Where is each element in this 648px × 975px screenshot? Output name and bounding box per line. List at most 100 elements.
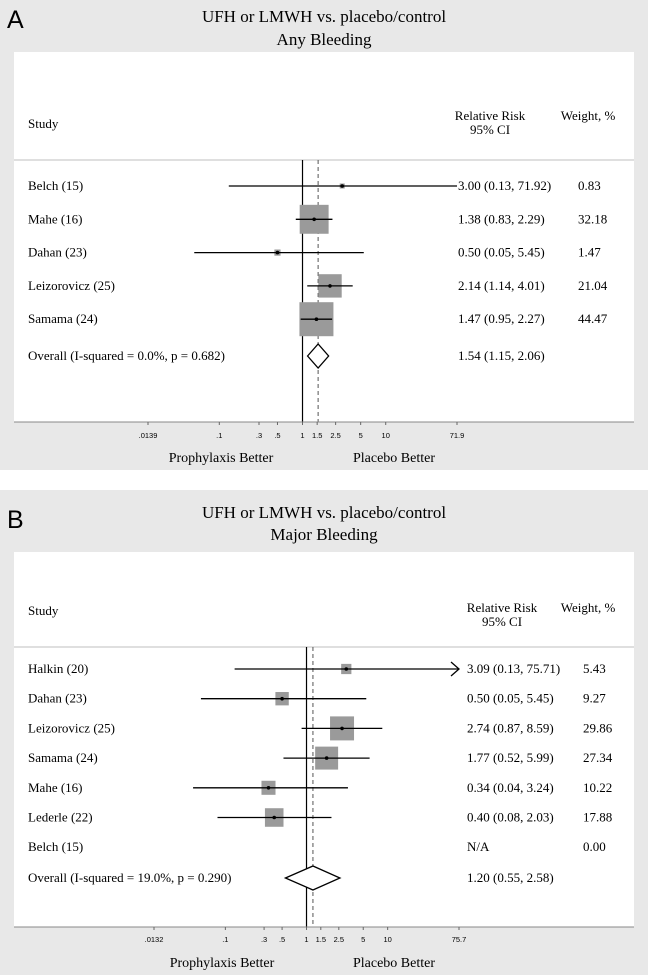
study-weight-text: 21.04 [578,278,608,293]
study-name: Mahe (16) [28,780,83,795]
column-header-weight: Weight, % [561,600,616,615]
study-name: Samama (24) [28,311,98,326]
study-row-mark [228,183,458,189]
x-tick-label: 1 [304,935,308,944]
study-row-mark [301,716,383,741]
study-row-mark [307,274,353,298]
study-name: Leizorovicz (25) [28,278,115,293]
point-estimate [275,250,280,255]
column-header-study: Study [28,116,59,131]
x-tick-label: .0132 [145,935,164,944]
study-row-mark [193,780,348,795]
study-weight-text: 0.83 [578,178,601,193]
plot-area [14,552,634,927]
x-tick-label: .0139 [139,431,158,440]
panel-b: UFH or LMWH vs. placebo/control Major Ble… [0,490,648,975]
study-name: Dahan (23) [28,245,87,260]
column-header-study: Study [28,603,59,618]
x-tick-label: 75.7 [452,935,467,944]
column-header-95ci: 95% CI [482,614,522,629]
x-tick-label: .1 [222,935,228,944]
study-weight-text: 17.88 [583,810,612,825]
x-tick-label: 5 [359,431,363,440]
study-ci-text: 3.09 (0.13, 75.71) [467,661,560,676]
study-weight-text: 29.86 [583,720,613,735]
chart-subtitle: Major Bleeding [270,525,378,544]
study-row-mark [299,302,334,337]
plot-area [14,52,634,422]
x-tick-label: .5 [279,935,285,944]
study-ci-text: 1.38 (0.83, 2.29) [458,211,545,226]
x-tick-label: 10 [383,935,391,944]
forest-plot-a: UFH or LMWH vs. placebo/control Any Bleed… [0,0,648,470]
panel-letter-a: A [7,6,24,34]
study-weight-text: 27.34 [583,750,613,765]
point-estimate [344,667,349,671]
study-row-mark [234,661,460,677]
point-estimate [312,217,316,222]
x-tick-label: .5 [274,431,280,440]
x-tick-label: 5 [361,935,365,944]
study-row-mark [295,204,333,234]
x-tick-label: 2.5 [334,935,344,944]
x-tick-label: 1.5 [312,431,322,440]
ci-arrow [450,661,460,677]
x-tick-label: .1 [216,431,222,440]
chart-title: UFH or LMWH vs. placebo/control [202,7,446,26]
study-ci-text: 3.00 (0.13, 71.92) [458,178,551,193]
study-ci-text: 2.74 (0.87, 8.59) [467,720,554,735]
point-estimate [324,756,329,760]
study-ci-text: 0.40 (0.08, 2.03) [467,810,554,825]
column-header-relative-risk: Relative Risk [467,600,538,615]
overall-ci-text: 1.20 (0.55, 2.58) [467,870,554,885]
study-weight-text: 10.22 [583,780,612,795]
panel-letter-b: B [7,506,24,534]
point-estimate [328,284,332,288]
column-header-relative-risk: Relative Risk [455,108,526,123]
prophylaxis-better-label: Prophylaxis Better [170,956,275,971]
study-ci-text: 0.50 (0.05, 5.45) [458,245,545,260]
x-tick-label: 1 [300,431,304,440]
study-row-mark [283,746,370,770]
placebo-better-label: Placebo Better [353,451,435,466]
study-row-mark [194,249,364,256]
study-weight-text: 9.27 [583,691,606,706]
placebo-better-label: Placebo Better [353,956,435,971]
point-estimate [266,786,271,790]
x-tick-label: 2.5 [330,431,340,440]
study-name: Belch (15) [28,839,83,854]
study-name: Dahan (23) [28,691,87,706]
point-estimate [280,696,284,701]
point-estimate [340,726,344,731]
overall-diamond [283,865,342,891]
study-ci-text: 1.77 (0.52, 5.99) [467,750,554,765]
overall-label: Overall (I-squared = 0.0%, p = 0.682) [28,348,225,363]
study-ci-text: 2.14 (1.14, 4.01) [458,278,545,293]
overall-label: Overall (I-squared = 19.0%, p = 0.290) [28,870,231,885]
study-name: Lederle (22) [28,810,93,825]
chart-title: UFH or LMWH vs. placebo/control [202,503,446,522]
overall-ci-text: 1.54 (1.15, 2.06) [458,348,545,363]
x-tick-label: 1.5 [316,935,326,944]
study-ci-text: 0.50 (0.05, 5.45) [467,691,554,706]
study-row-mark [217,808,332,827]
point-estimate [314,317,319,322]
chart-subtitle: Any Bleeding [277,30,372,49]
panel-a: UFH or LMWH vs. placebo/control Any Bleed… [0,0,648,470]
x-tick-label: 10 [382,431,390,440]
point-estimate [272,815,277,820]
study-row-mark [200,692,367,706]
column-header-95ci: 95% CI [470,122,510,137]
overall-diamond [306,343,330,369]
study-name: Halkin (20) [28,661,88,676]
study-ci-text: N/A [467,839,490,854]
study-name: Mahe (16) [28,211,83,226]
prophylaxis-better-label: Prophylaxis Better [169,451,274,466]
study-weight-text: 32.18 [578,211,607,226]
study-ci-text: 1.47 (0.95, 2.27) [458,311,545,326]
study-weight-text: 5.43 [583,661,606,676]
forest-plot-b: UFH or LMWH vs. placebo/control Major Ble… [0,490,648,975]
column-header-weight: Weight, % [561,108,616,123]
study-name: Belch (15) [28,178,83,193]
study-ci-text: 0.34 (0.04, 3.24) [467,780,554,795]
